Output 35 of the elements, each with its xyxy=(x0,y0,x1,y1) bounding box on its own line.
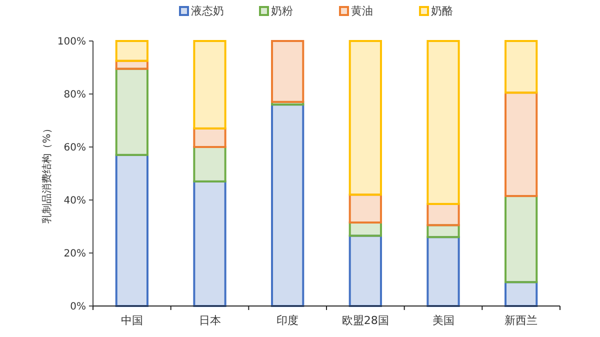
y-tick-label: 80% xyxy=(64,90,86,100)
bar xyxy=(271,40,304,103)
bar xyxy=(504,40,538,94)
bar xyxy=(426,202,460,226)
x-tick-label: 新西兰 xyxy=(504,314,538,327)
bar xyxy=(348,234,382,307)
legend-label: 奶酪 xyxy=(431,4,453,18)
y-tick-label: 20% xyxy=(64,248,86,260)
bar xyxy=(426,236,460,307)
bar xyxy=(426,40,460,205)
bar xyxy=(193,180,226,307)
bar xyxy=(504,92,538,198)
y-tick-label: 0% xyxy=(70,302,86,312)
bar xyxy=(193,40,226,130)
y-tick-label: 40% xyxy=(64,196,86,206)
x-tick-label: 美国 xyxy=(432,314,454,327)
bar xyxy=(115,154,148,307)
x-tick-label: 印度 xyxy=(276,314,299,327)
legend-label: 黄油 xyxy=(351,4,373,18)
bar xyxy=(115,68,148,156)
bar xyxy=(193,127,226,148)
y-tick-label: 100% xyxy=(57,36,86,48)
y-axis-title: 乳制品消费结构（%） xyxy=(41,124,53,224)
x-tick-label: 中国 xyxy=(120,314,143,327)
legend-label: 液态奶 xyxy=(191,4,224,18)
bar xyxy=(193,146,226,182)
x-tick-label: 日本 xyxy=(198,314,221,327)
bar xyxy=(271,104,304,307)
bar xyxy=(504,195,538,284)
bar xyxy=(348,40,382,196)
legend-label: 奶粉 xyxy=(271,4,293,18)
y-tick-label: 60% xyxy=(64,142,86,154)
x-tick-label: 欧盟28国 xyxy=(342,314,389,327)
bar xyxy=(115,40,148,62)
bar xyxy=(348,194,382,224)
